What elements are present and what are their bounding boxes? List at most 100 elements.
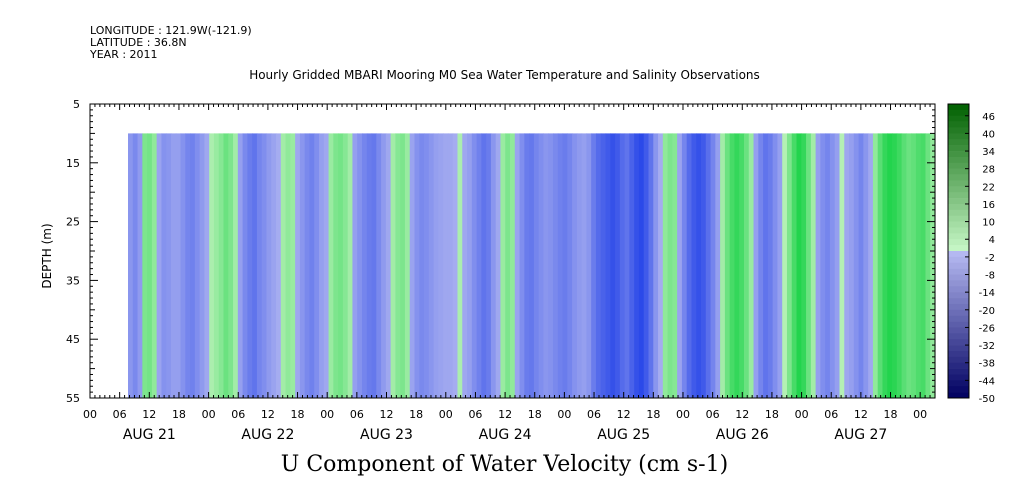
colorbar-label: -8	[985, 271, 995, 282]
heatmap-column	[261, 133, 268, 398]
heatmap-column	[285, 133, 291, 398]
heatmap-column	[844, 133, 850, 398]
x-day-label: AUG 26	[716, 427, 769, 443]
x-hour-label: 06	[706, 408, 720, 421]
x-axis: 00 06 12 18 00 06 12 18 00 06 12 18 00 06 12 18 00 06 12 18…	[83, 104, 936, 443]
heatmap-column	[381, 133, 387, 398]
heatmap-column	[137, 133, 143, 398]
chart-title: Hourly Gridded MBARI Mooring M0 Sea Wate…	[249, 68, 760, 82]
heatmap-column	[901, 133, 907, 398]
colorbar-bin	[948, 151, 969, 158]
heatmap-column	[524, 133, 530, 398]
x-hour-label: 18	[884, 408, 898, 421]
heatmap-column	[806, 133, 812, 398]
heatmap-column	[529, 133, 535, 398]
colorbar-label: 16	[982, 200, 995, 211]
colorbar-bin	[948, 245, 969, 252]
colorbar-label: -20	[979, 306, 995, 317]
colorbar-label: -44	[979, 376, 995, 387]
heatmap-column	[753, 133, 759, 398]
heatmap-column	[572, 133, 578, 398]
colorbar-bin	[948, 127, 969, 134]
heatmap-column	[915, 133, 922, 398]
heatmap-column	[299, 133, 306, 398]
heatmap-column	[404, 133, 411, 398]
colorbar-bin	[948, 298, 969, 305]
x-hour-label: 18	[291, 408, 305, 421]
heatmap-column	[786, 133, 793, 398]
colorbar-label: -2	[985, 253, 995, 264]
heatmap-column	[505, 133, 511, 398]
x-hour-label: 00	[83, 408, 97, 421]
colorbar-bin	[948, 221, 969, 228]
colorbar-label: -32	[979, 341, 995, 352]
heatmap-column	[319, 133, 325, 398]
heatmap-column	[648, 133, 654, 398]
heatmap-column	[834, 133, 841, 398]
y-axis: 5 15 25 35 45 55	[66, 98, 935, 405]
year-label: YEAR : 2011	[90, 48, 158, 61]
colorbar-bin	[948, 115, 969, 122]
colorbar-bin	[948, 286, 969, 293]
x-day-label: AUG 27	[834, 427, 887, 443]
colorbar-label: 40	[982, 129, 995, 140]
heatmap-column	[457, 133, 463, 398]
heatmap-column	[342, 133, 349, 398]
heatmap-column	[567, 133, 573, 398]
colorbar-bin	[948, 356, 969, 364]
x-hour-label: 12	[498, 408, 512, 421]
heatmap-column	[424, 133, 430, 398]
colorbar-bin	[948, 156, 969, 164]
colorbar-bin	[948, 368, 969, 375]
heatmap-column	[323, 133, 330, 398]
heatmap-column	[720, 133, 726, 398]
x-hour-label: 00	[913, 408, 927, 421]
x-hour-label: 06	[113, 408, 127, 421]
heatmap-column	[829, 133, 836, 398]
heatmap-column	[853, 133, 860, 398]
heatmap-column	[763, 133, 769, 398]
heatmap-column	[868, 133, 874, 398]
heatmap-column	[447, 133, 454, 398]
colorbar-bin	[948, 174, 969, 181]
heatmap-column	[782, 133, 788, 398]
colorbar-bin	[948, 321, 969, 328]
colorbar-bin	[948, 309, 969, 316]
colorbar-label: -50	[979, 394, 995, 405]
colorbar-bin	[948, 315, 969, 322]
x-hour-label: 06	[350, 408, 364, 421]
heatmap-column	[557, 133, 564, 398]
heatmap-column	[462, 133, 468, 398]
heatmap-column	[887, 133, 893, 398]
heatmap-column	[376, 133, 382, 398]
colorbar-bin	[948, 262, 969, 269]
heatmap-column	[500, 133, 506, 398]
heatmap-column	[849, 133, 855, 398]
heatmap-column	[796, 133, 802, 398]
heatmap-column	[681, 133, 688, 398]
heatmap-column	[199, 133, 206, 398]
colorbar-bin	[948, 374, 969, 381]
heatmap-column	[471, 133, 478, 398]
heatmap-column	[452, 133, 459, 398]
y-tick-label: 55	[66, 392, 80, 405]
heatmap-column	[433, 133, 439, 398]
x-hour-label: 12	[854, 408, 868, 421]
x-hour-label: 00	[676, 408, 690, 421]
heatmap-column	[218, 133, 225, 398]
heatmap-column	[810, 133, 817, 398]
heatmap-column	[156, 133, 163, 398]
longitude-label: LONGITUDE : 121.9W(-121.9)	[90, 24, 252, 37]
heatmap-column	[801, 133, 807, 398]
heatmap-column	[586, 133, 592, 398]
heatmap-column	[223, 133, 229, 398]
heatmap-column	[691, 133, 697, 398]
heatmap-column	[247, 133, 253, 398]
heatmap-column	[911, 133, 917, 398]
heatmap-cells	[128, 133, 936, 398]
x-hour-label: 18	[765, 408, 779, 421]
heatmap-column	[328, 133, 334, 398]
heatmap-column	[930, 133, 936, 398]
heatmap-column	[548, 133, 554, 398]
